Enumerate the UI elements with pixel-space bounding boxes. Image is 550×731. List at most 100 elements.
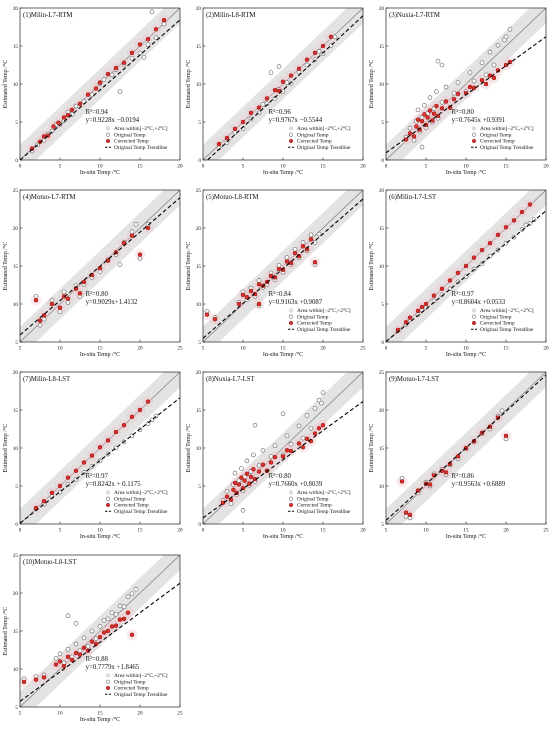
- original-temp-point: [117, 603, 123, 609]
- y-tick-label: 20: [196, 6, 202, 12]
- original-temp-point: [507, 27, 513, 32]
- original-temp-trendline: [20, 197, 180, 336]
- chart-title: (5)Motuo-L8-RTM: [206, 194, 258, 201]
- corrected-temp-point: [161, 17, 167, 23]
- x-tick-label: 20: [177, 164, 183, 170]
- corrected-temp-point: [73, 468, 79, 474]
- original-temp-point: [252, 422, 258, 428]
- corrected-temp-point: [414, 124, 419, 129]
- original-temp-trendline: [203, 198, 363, 339]
- original-temp-point: [531, 217, 537, 222]
- original-temp-point: [332, 34, 338, 40]
- original-temp-trendline: [203, 401, 363, 519]
- original-temp-point: [439, 99, 445, 105]
- original-temp-point: [276, 64, 282, 69]
- y-tick-label: 20: [13, 6, 19, 12]
- original-temp-point: [260, 102, 266, 107]
- legend-swatch-corrected: [471, 320, 476, 325]
- x-axis-label: In-situ Temp /°C: [80, 533, 120, 540]
- corrected-temp-point: [77, 652, 83, 657]
- x-axis-label: In-situ Temp /°C: [263, 533, 303, 540]
- corrected-temp-point: [276, 88, 282, 94]
- legend-item-original: Original Temp: [297, 132, 329, 138]
- corrected-temp-point: [61, 663, 67, 669]
- legend-swatch-original: [105, 679, 111, 684]
- y-tick-label: 20: [13, 591, 19, 597]
- corrected-temp-point: [121, 60, 127, 65]
- corrected-temp-point: [491, 75, 497, 81]
- regression-equation: y=0.9228x −0.0194: [86, 117, 140, 124]
- corrected-temp-point: [65, 112, 71, 118]
- corrected-temp-point: [137, 252, 143, 257]
- corrected-temp-point: [443, 99, 449, 104]
- original-temp-point: [435, 58, 441, 64]
- x-tick-label: 10: [463, 346, 469, 352]
- original-temp-point: [415, 107, 421, 113]
- legend-item-trendline: Original Temp Trendline: [114, 145, 168, 151]
- original-temp-trendline: [386, 36, 546, 154]
- r-squared-label: R²=0.80: [269, 473, 292, 480]
- x-tick-label: 5: [19, 711, 22, 717]
- original-temp-point: [61, 289, 67, 295]
- y-axis-label: Estimated Temp /°C: [2, 607, 9, 656]
- y-tick-label: 15: [13, 629, 19, 635]
- corrected-temp-point: [292, 250, 298, 256]
- panel-svg: 0 5 10 15 20 0 5 10 15 20 In-situ Temp /°C Estimate…: [2, 370, 183, 540]
- corrected-temp-point: [439, 106, 445, 111]
- corrected-temp-point: [248, 288, 254, 294]
- y-tick-label: 10: [379, 484, 385, 490]
- corrected-temp-point: [431, 111, 437, 116]
- corrected-temp-point: [455, 454, 461, 459]
- r-squared-label: R²=0.84: [269, 291, 292, 298]
- original-temp-point: [296, 423, 302, 429]
- corrected-temp-point: [56, 120, 61, 125]
- y-tick-label: 15: [196, 408, 202, 414]
- legend-item-area: Area within[−2°C,+2°C]: [480, 125, 534, 132]
- legend-swatch-area: [288, 126, 293, 131]
- corrected-temp-point: [455, 91, 461, 97]
- panel-svg: 0 5 10 15 20 0 5 10 15 20 In-situ Temp /°C Estimate…: [185, 370, 366, 540]
- y-tick-label: 0: [198, 158, 201, 164]
- y-tick-label: 25: [379, 370, 385, 376]
- legend-item-area: Area within[−2°C,+2°C]: [480, 307, 534, 314]
- x-tick-label: 15: [320, 164, 326, 170]
- legend-swatch-original: [471, 314, 477, 319]
- corrected-temp-point: [41, 498, 47, 504]
- y-axis-label: Estimated Temp /°C: [368, 60, 375, 109]
- corrected-temp-point: [89, 453, 95, 458]
- corrected-temp-point: [236, 482, 242, 487]
- original-temp-point: [499, 408, 505, 414]
- chart-title: (6)Milin-L7-LST: [389, 194, 437, 201]
- corrected-temp-point: [231, 487, 236, 493]
- corrected-temp-point: [479, 247, 485, 253]
- y-tick-label: 0: [15, 158, 18, 164]
- legend-swatch-corrected: [105, 138, 110, 143]
- original-temp-point: [260, 448, 266, 453]
- corrected-temp-point: [81, 645, 87, 650]
- corrected-temp-point: [288, 448, 294, 454]
- original-temp-point: [256, 278, 262, 283]
- corrected-temp-point: [145, 399, 151, 404]
- chart-title: (3)Nuxia-L7-RTM: [389, 12, 440, 19]
- chart-title: (4)Motuo-L7-RTM: [23, 194, 75, 201]
- x-tick-label: 10: [280, 164, 286, 170]
- corrected-temp-point: [232, 480, 238, 486]
- corrected-temp-point: [220, 500, 226, 505]
- x-tick-label: 5: [19, 346, 22, 352]
- corrected-temp-point: [419, 119, 425, 124]
- x-tick-label: 20: [177, 528, 183, 534]
- scatter-panel: 5 10 15 20 25 5 10 15 20 25 In-situ Temp /°C Estima…: [183, 182, 366, 364]
- x-tick-label: 20: [503, 528, 509, 534]
- corrected-temp-point: [105, 71, 111, 77]
- corrected-temp-point: [451, 96, 457, 102]
- x-tick-label: 10: [57, 346, 63, 352]
- x-tick-label: 10: [97, 528, 103, 534]
- legend-item-corrected: Corrected Temp: [297, 321, 332, 327]
- original-temp-point: [280, 411, 286, 417]
- y-tick-label: 0: [381, 158, 384, 164]
- original-temp-point: [443, 84, 449, 90]
- corrected-temp-point: [256, 301, 262, 307]
- corrected-temp-point: [415, 308, 421, 314]
- y-tick-label: 25: [13, 553, 19, 559]
- corrected-temp-point: [256, 282, 262, 287]
